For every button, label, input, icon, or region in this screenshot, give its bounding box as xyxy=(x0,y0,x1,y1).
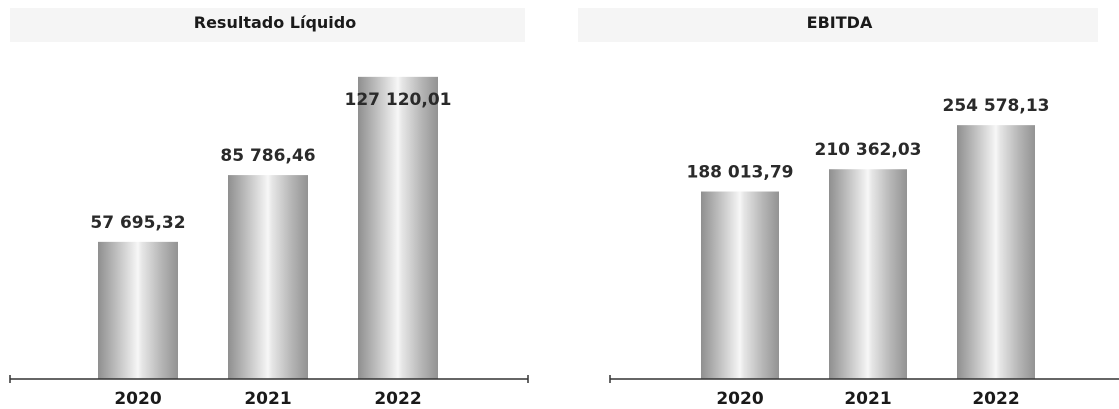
title-band xyxy=(10,8,525,42)
data-label-2020: 188 013,79 xyxy=(686,163,793,183)
x-tick-label-2022: 2022 xyxy=(972,389,1019,409)
x-tick-label-2020: 2020 xyxy=(716,389,763,409)
bar-2022 xyxy=(957,125,1035,380)
x-tick-label-2022: 2022 xyxy=(374,389,421,409)
x-tick-label-2020: 2020 xyxy=(114,389,161,409)
bar-2022 xyxy=(358,76,438,379)
data-label-2021: 210 362,03 xyxy=(814,140,921,160)
data-label-2021: 85 786,46 xyxy=(220,146,315,166)
bar-2020 xyxy=(701,191,779,379)
data-label-2022: 254 578,13 xyxy=(942,96,1049,116)
chart-title: Resultado Líquido xyxy=(193,13,357,32)
bar-chart-ebitda: 188 013,79 2020 210 362,03 2021 254 578,13 20… xyxy=(609,96,1119,409)
bar-2021 xyxy=(228,175,308,379)
title-band xyxy=(578,8,1098,42)
x-tick-label-2021: 2021 xyxy=(844,389,891,409)
data-label-2022: 127 120,01 xyxy=(344,90,451,110)
chart-panel-resultado-liquido: Resultado Líquido 57 695,32 2020 85 786,46… xyxy=(9,8,529,409)
x-tick-label-2021: 2021 xyxy=(244,389,291,409)
bar-2020 xyxy=(98,241,178,379)
data-label-2020: 57 695,32 xyxy=(90,213,185,233)
bar-chart-resultado-liquido: 57 695,32 2020 85 786,46 2021 127 120,01 2022 xyxy=(9,76,529,409)
chart-title: EBITDA xyxy=(806,13,873,32)
bar-2021 xyxy=(829,169,907,379)
chart-panel-ebitda: EBITDA 188 013,79 2020 210 362,03 2021 254 5… xyxy=(560,0,1119,409)
